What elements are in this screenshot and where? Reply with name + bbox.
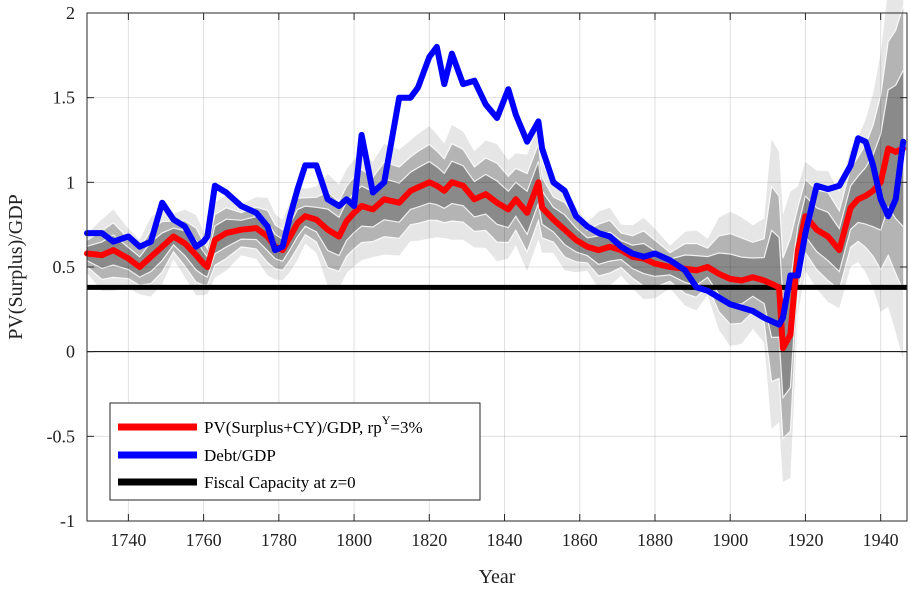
y-tick-label: 0 [66,342,75,362]
band-edge-line-0 [86,218,904,440]
confidence-bands [86,0,904,482]
x-tick-label: 1840 [487,530,523,550]
band-edge-line-3 [86,6,904,259]
y-tick-label: 0.5 [53,257,76,277]
x-tick-label: 1880 [637,530,673,550]
x-tick-label: 1780 [261,530,297,550]
x-tick-label: 1820 [411,530,447,550]
debt-gdp-line [84,43,907,328]
legend-label-fiscal-capacity: Fiscal Capacity at z=0 [204,473,356,492]
x-tick-label: 1800 [336,530,372,550]
x-tick-label: 1760 [186,530,222,550]
y-tick-label: 2 [66,3,75,23]
axis-ticks: 1740 1760 1780 1800 1820 1840 1860 1880 1900 1920… [47,3,907,550]
gridlines [87,12,907,522]
y-tick-label: 1.5 [53,88,76,108]
legend-label-debt-gdp: Debt/GDP [204,446,276,465]
x-tick-label: 1900 [712,530,748,550]
legend: PV(Surplus+CY)/GDP, rpY=3% Debt/GDP Fisc… [109,402,481,501]
y-tick-label: -0.5 [47,426,76,446]
y-axis-title: PV(Surplus)/GDP [5,194,27,340]
x-tick-label: 1860 [562,530,598,550]
pv-surplus-line [84,145,907,352]
y-tick-label: 1 [66,172,75,192]
x-axis-title: Year [479,566,516,588]
x-tick-label: 1740 [110,530,146,550]
x-tick-label: 1940 [863,530,899,550]
band-inner [87,70,904,398]
x-tick-label: 1920 [787,530,823,550]
band-outer [87,0,904,482]
legend-label-pv-surplus: PV(Surplus+CY)/GDP, rpY=3% [204,413,423,437]
y-tick-label: -1 [60,511,75,531]
series-lines [84,43,907,352]
band-edge-line-1 [86,200,904,400]
